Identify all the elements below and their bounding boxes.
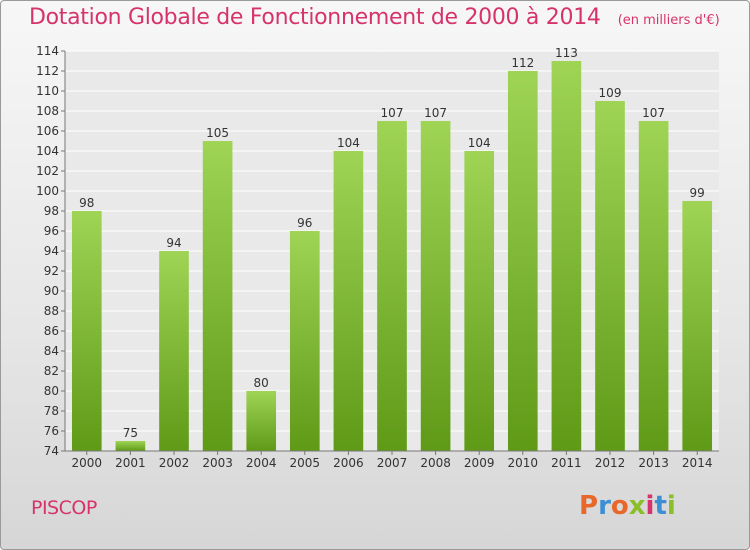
brand-letter: x [628, 491, 646, 521]
bar-2003 [202, 141, 233, 451]
bar-value-label: 99 [690, 186, 705, 200]
bar-2004 [246, 391, 277, 451]
y-tick-label: 94 [44, 244, 59, 258]
bar-2014 [682, 201, 713, 451]
bar-2011 [551, 61, 582, 451]
bar-value-label: 112 [511, 56, 534, 70]
label-layer: 74 76 78 80 82 84 86 88 90 92 94 96 98 100 102 104 106 10… [36, 44, 712, 470]
x-tick-label: 2002 [159, 456, 190, 470]
bar-2000 [71, 211, 102, 451]
brand-letter: P [579, 491, 599, 521]
x-tick-label: 2000 [72, 456, 103, 470]
bar-2005 [289, 231, 320, 451]
y-tick-label: 106 [36, 124, 59, 138]
x-tick-label: 2009 [464, 456, 495, 470]
bar-value-label: 104 [468, 136, 491, 150]
y-tick-label: 82 [44, 364, 59, 378]
y-tick-label: 90 [44, 284, 59, 298]
y-tick-label: 98 [44, 204, 59, 218]
y-tick-label: 104 [36, 144, 59, 158]
bar-2006 [333, 151, 364, 451]
bar-layer [71, 61, 713, 451]
y-tick-label: 102 [36, 164, 59, 178]
y-tick-label: 80 [44, 384, 59, 398]
brand-letter: t [654, 491, 667, 521]
y-tick-label: 112 [36, 64, 59, 78]
bar-2008 [420, 121, 451, 451]
commune-name: PISCOP [31, 497, 97, 519]
y-tick-label: 86 [44, 324, 59, 338]
bar-value-label: 113 [555, 46, 578, 60]
bar-2001 [115, 441, 146, 451]
y-tick-label: 78 [44, 404, 59, 418]
axis-layer [61, 50, 719, 455]
bar-2013 [638, 121, 669, 451]
x-tick-label: 2003 [202, 456, 233, 470]
bar-2012 [595, 101, 625, 451]
bar-2009 [464, 151, 495, 451]
x-tick-label: 2013 [638, 456, 669, 470]
chart-title: Dotation Globale de Fonctionnement de 20… [29, 5, 601, 30]
bar-value-label: 98 [79, 196, 94, 210]
x-tick-label: 2014 [682, 456, 713, 470]
y-tick-label: 88 [44, 304, 59, 318]
y-tick-label: 114 [36, 44, 59, 58]
brand-letter: i [645, 491, 655, 521]
chart-header: Dotation Globale de Fonctionnement de 20… [29, 5, 720, 30]
bar-value-label: 107 [381, 106, 404, 120]
x-tick-label: 2008 [420, 456, 451, 470]
brand-letter: i [666, 491, 676, 521]
brand-letter: o [610, 491, 629, 521]
x-tick-label: 2005 [290, 456, 321, 470]
bar-value-label: 94 [166, 236, 181, 250]
y-tick-label: 96 [44, 224, 59, 238]
y-tick-label: 108 [36, 104, 59, 118]
y-tick-label: 74 [44, 444, 59, 458]
x-tick-label: 2006 [333, 456, 364, 470]
x-tick-label: 2012 [595, 456, 626, 470]
bar-2010 [507, 71, 538, 451]
bar-value-label: 107 [424, 106, 447, 120]
x-tick-label: 2004 [246, 456, 277, 470]
bar-value-label: 96 [297, 216, 312, 230]
bar-2002 [159, 251, 189, 451]
y-tick-label: 84 [44, 344, 59, 358]
brand-letter: r [598, 491, 611, 521]
y-tick-label: 92 [44, 264, 59, 278]
bar-value-label: 109 [599, 86, 622, 100]
bar-value-label: 75 [123, 426, 138, 440]
bar-value-label: 105 [206, 126, 229, 140]
x-tick-label: 2011 [551, 456, 582, 470]
bar-value-label: 80 [254, 376, 269, 390]
bar-value-label: 104 [337, 136, 360, 150]
x-tick-label: 2007 [377, 456, 408, 470]
bar-value-label: 107 [642, 106, 665, 120]
y-tick-label: 76 [44, 424, 59, 438]
y-tick-label: 110 [36, 84, 59, 98]
x-tick-label: 2010 [508, 456, 539, 470]
y-tick-label: 100 [36, 184, 59, 198]
x-tick-label: 2001 [115, 456, 146, 470]
brand-logo: Proxiti [579, 491, 676, 521]
bar-2007 [377, 121, 407, 451]
chart-unit-note: (en milliers d'€) [617, 13, 720, 28]
